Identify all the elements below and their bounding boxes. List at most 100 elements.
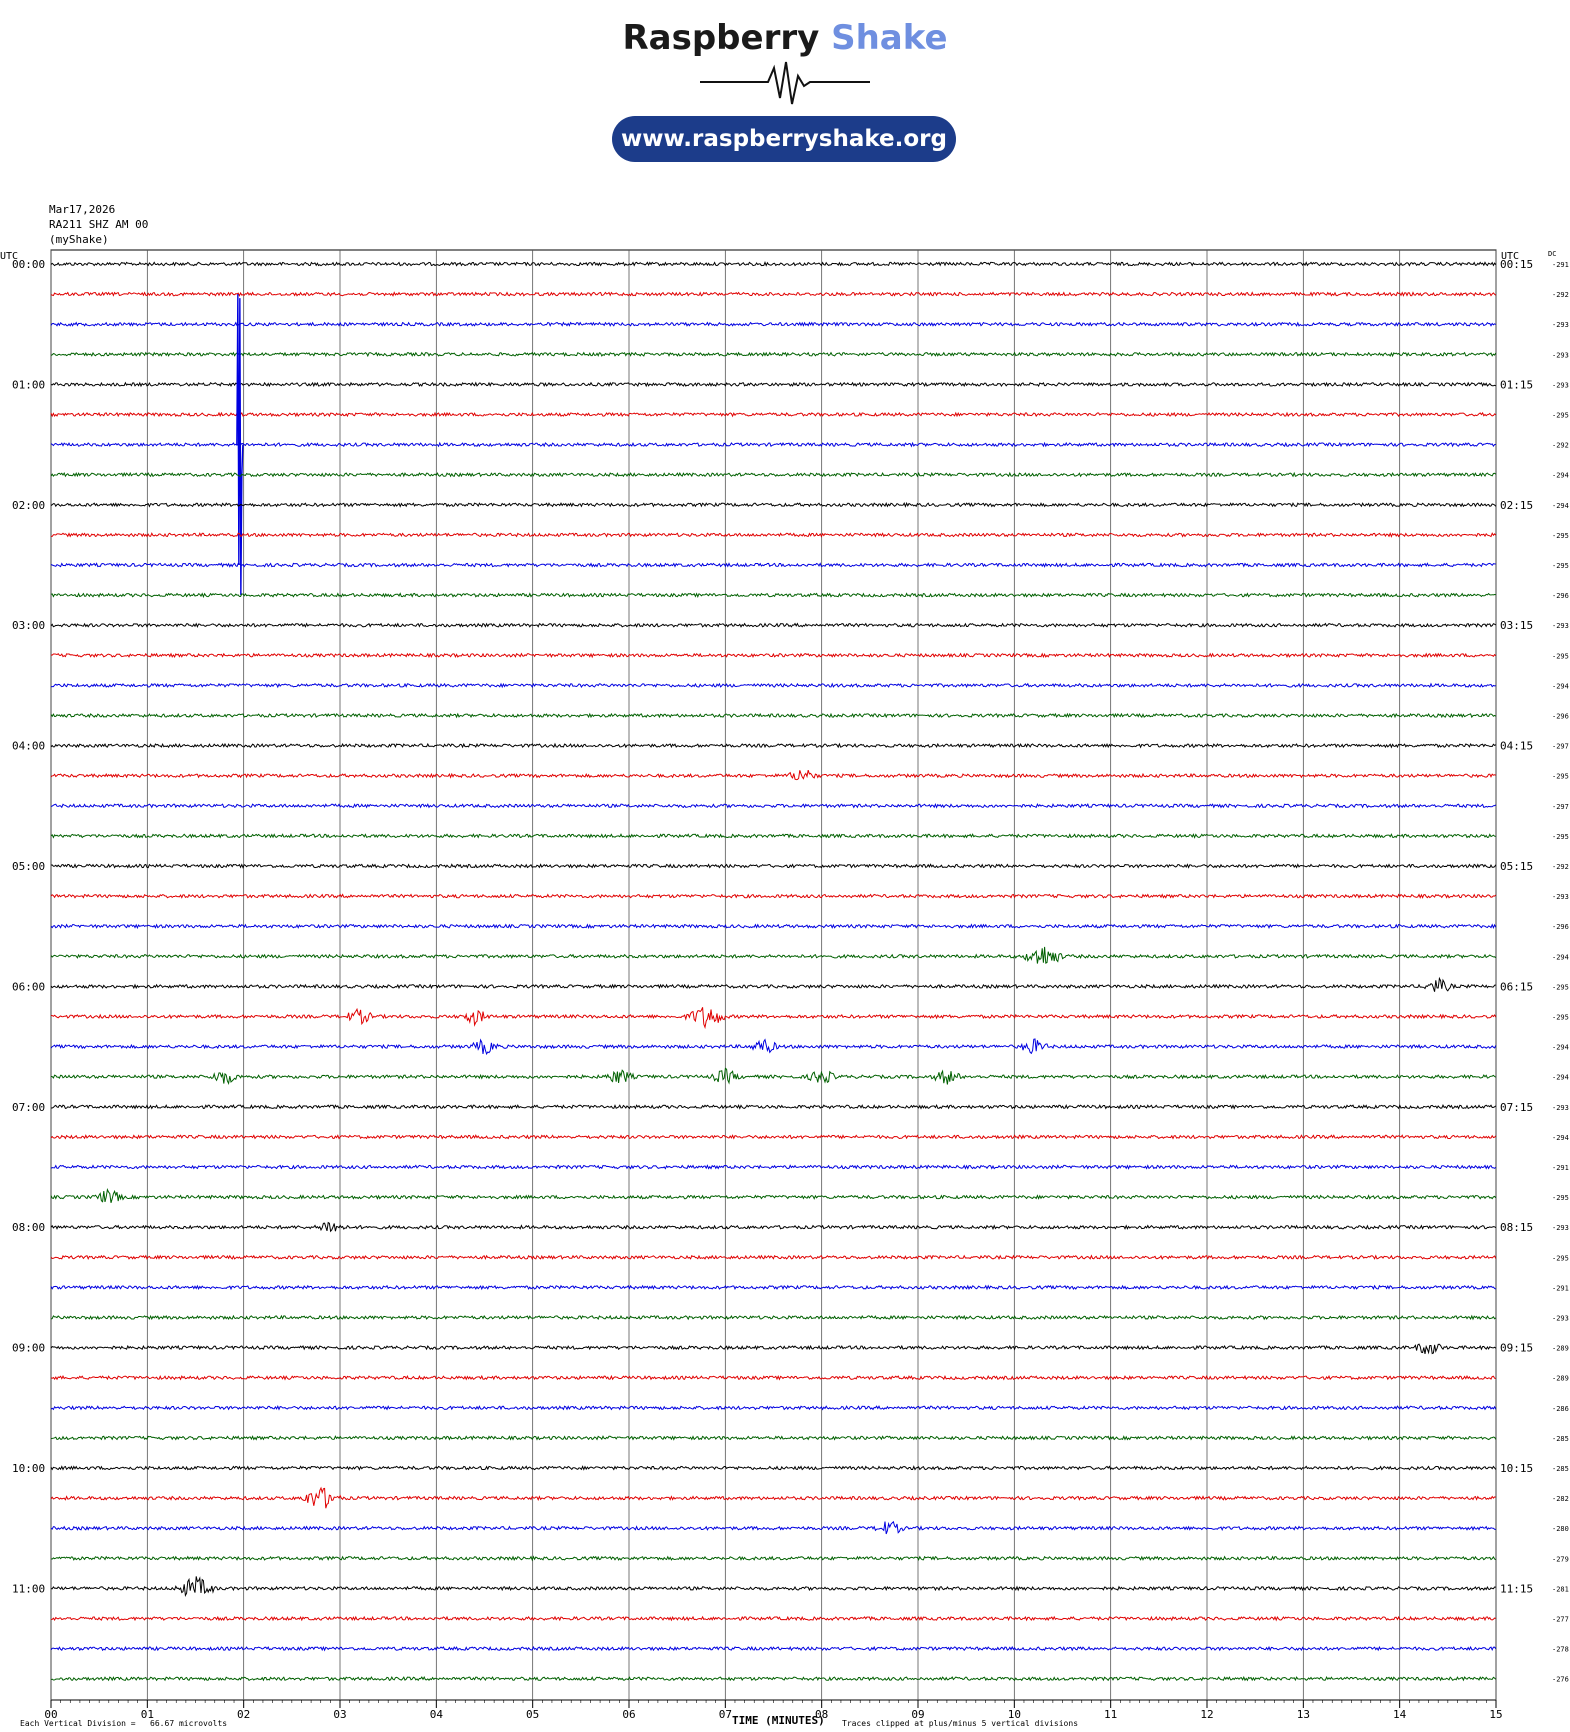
seismic-trace: [50, 1675, 1497, 1682]
dc-offset-label: -294: [1552, 1074, 1569, 1082]
dc-offset-label: -291: [1552, 1164, 1569, 1172]
seismic-trace: [50, 501, 1497, 508]
dc-offset-label: -295: [1552, 1254, 1569, 1262]
seismic-trace: [50, 622, 1497, 628]
right-time-label: 11:15: [1500, 1582, 1533, 1595]
seismic-trace: [50, 1486, 1496, 1509]
x-tick-label: 09: [911, 1708, 924, 1721]
seismic-trace: [50, 863, 1497, 869]
left-time-label: 00:00: [12, 258, 45, 271]
left-time-label: 09:00: [12, 1342, 45, 1355]
footer-division-value: 66.67 microvolts: [150, 1719, 228, 1728]
right-time-label: 07:15: [1500, 1101, 1533, 1114]
right-time-label: 00:15: [1500, 258, 1533, 271]
seismic-trace: [50, 321, 1497, 327]
left-time-label: 06:00: [12, 980, 45, 993]
website-link[interactable]: www.raspberryshake.org: [612, 116, 956, 162]
seismic-trace: [50, 1221, 1497, 1233]
dc-offset-label: -278: [1552, 1646, 1569, 1654]
seismic-trace: [50, 471, 1497, 478]
seismic-trace: [50, 652, 1497, 659]
dc-offset-label: -277: [1552, 1616, 1569, 1624]
seismic-trace: [50, 1374, 1496, 1381]
dc-offset-label: -285: [1552, 1465, 1569, 1473]
right-time-label: 06:15: [1500, 980, 1533, 993]
dc-offset-label: -294: [1552, 953, 1569, 961]
left-time-label: 04:00: [12, 740, 45, 753]
seismic-trace: [50, 411, 1497, 418]
dc-offset-label: -296: [1552, 592, 1569, 600]
seismic-trace: [50, 562, 1496, 568]
seismic-spike: [236, 294, 244, 596]
dc-offset-label: -293: [1552, 1104, 1569, 1112]
seismic-trace: [51, 532, 1497, 538]
dc-offset-label: -292: [1552, 291, 1569, 299]
seismic-trace: [50, 1067, 1497, 1086]
seismic-trace: [50, 946, 1497, 964]
right-time-label: 09:15: [1500, 1342, 1533, 1355]
right-time-label: 05:15: [1500, 860, 1533, 873]
x-tick-label: 03: [333, 1708, 346, 1721]
seismic-trace: [50, 1314, 1497, 1321]
dc-offset-label: -293: [1552, 893, 1569, 901]
footer-clip-note: Traces clipped at plus/minus 5 vertical …: [842, 1719, 1079, 1728]
dc-offset-label: -279: [1552, 1555, 1569, 1563]
seismic-trace: [50, 769, 1496, 781]
footer-division-note: Each Vertical Division = 66.67 microvolt…: [20, 1719, 227, 1728]
left-utc-header: UTC: [0, 251, 18, 262]
seismic-trace: [50, 893, 1497, 899]
dc-offset-label: -293: [1552, 381, 1569, 389]
x-tick-label: 02: [237, 1708, 250, 1721]
x-tick-label: 13: [1297, 1708, 1310, 1721]
dc-offset-label: -293: [1552, 321, 1569, 329]
right-utc-header: UTC: [1501, 251, 1519, 262]
x-tick-label: 01: [141, 1708, 154, 1721]
seismic-trace: [50, 1164, 1497, 1170]
seismic-trace: [50, 261, 1497, 267]
right-time-label: 02:15: [1500, 499, 1533, 512]
right-time-label: 08:15: [1500, 1221, 1533, 1234]
dc-offset-label: -294: [1552, 502, 1569, 510]
logo-word-raspberry: Raspberry: [622, 18, 820, 58]
seismic-trace: [50, 291, 1497, 298]
x-tick-label: 05: [526, 1708, 539, 1721]
right-time-label: 10:15: [1500, 1462, 1533, 1475]
seismic-trace: [50, 1576, 1496, 1598]
x-tick-label: 15: [1489, 1708, 1502, 1721]
dc-offset-label: -295: [1552, 983, 1569, 991]
dc-offset-label: -282: [1552, 1495, 1569, 1503]
left-time-label: 05:00: [12, 860, 45, 873]
dc-offset-label: -295: [1552, 773, 1569, 781]
seismic-trace: [50, 1615, 1496, 1622]
x-tick-label: 06: [622, 1708, 635, 1721]
dc-offset-label: -289: [1552, 1375, 1569, 1383]
footer-division-label: Each Vertical Division =: [20, 1719, 136, 1728]
dc-offset-label: -295: [1552, 1014, 1569, 1022]
plot-frame: [50, 249, 1497, 1701]
header-date: Mar17,2026: [49, 203, 116, 216]
dc-offset-label: -295: [1552, 412, 1569, 420]
dc-offset-label: -286: [1552, 1405, 1569, 1413]
x-tick-label: 00: [44, 1708, 57, 1721]
dc-offset-label: -293: [1552, 1315, 1569, 1323]
dc-offset-label: -294: [1552, 472, 1569, 480]
seismic-trace: [50, 742, 1497, 749]
left-time-label: 02:00: [12, 499, 45, 512]
seismic-trace: [50, 1465, 1497, 1471]
dc-offset-label: -293: [1552, 1224, 1569, 1232]
dc-offset-label: -296: [1552, 923, 1569, 931]
header-station: RA211 SHZ AM 00: [49, 218, 149, 231]
seismic-trace: [50, 1435, 1497, 1441]
dc-offset-label: -294: [1552, 1044, 1569, 1052]
x-tick-label: 11: [1104, 1708, 1117, 1721]
header-network: (myShake): [49, 233, 109, 246]
dc-offset-label: -276: [1552, 1676, 1569, 1684]
left-time-label: 10:00: [12, 1462, 45, 1475]
dc-offset-label: -293: [1552, 622, 1569, 630]
seismic-trace: [50, 1343, 1497, 1355]
x-tick-label: 12: [1200, 1708, 1213, 1721]
dc-offset-label: -281: [1552, 1585, 1569, 1593]
dc-offset-label: -296: [1552, 713, 1569, 721]
dc-offset-label: -295: [1552, 532, 1569, 540]
